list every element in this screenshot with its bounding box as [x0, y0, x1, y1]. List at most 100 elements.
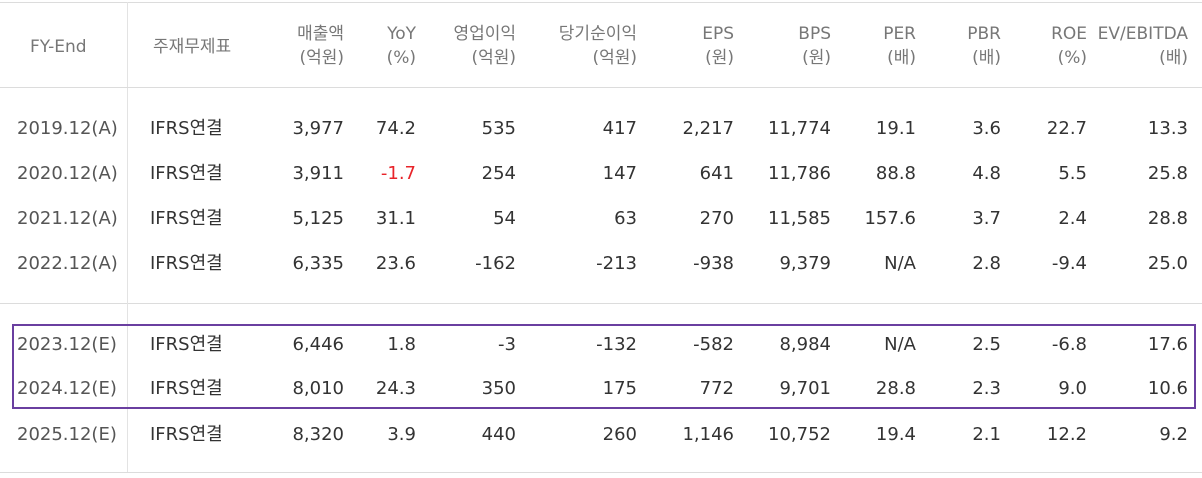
table-bottom-border	[0, 472, 1202, 473]
cell-eps: 772	[699, 378, 734, 399]
cell-revenue: 3,911	[292, 163, 344, 184]
cell-main-statement: IFRS연결	[150, 163, 223, 184]
cell-roe: 12.2	[1046, 424, 1087, 445]
cell-yoy: 23.6	[375, 253, 416, 274]
cell-net-income: -132	[596, 334, 637, 355]
cell-per: N/A	[884, 334, 916, 355]
header-operating-income: 영업이익 (억원)	[453, 22, 516, 70]
header-unit: (억원)	[471, 48, 516, 68]
header-unit: (원)	[802, 48, 831, 68]
cell-bps: 8,984	[779, 334, 831, 355]
cell-operating-income: 350	[481, 378, 516, 399]
cell-revenue: 6,335	[292, 253, 344, 274]
cell-roe: -9.4	[1051, 253, 1087, 274]
cell-pbr: 4.8	[972, 163, 1001, 184]
cell-bps: 10,752	[768, 424, 831, 445]
header-net-income: 당기순이익 (억원)	[559, 22, 637, 70]
header-label: BPS	[798, 24, 831, 44]
header-unit: (억원)	[299, 48, 344, 68]
header-revenue: 매출액 (억원)	[297, 22, 344, 70]
cell-operating-income: 54	[493, 208, 516, 229]
cell-yoy: 1.8	[387, 334, 416, 355]
cell-net-income: 63	[614, 208, 637, 229]
cell-revenue: 3,977	[292, 118, 344, 139]
cell-pbr: 3.7	[972, 208, 1001, 229]
cell-pbr: 2.1	[972, 424, 1001, 445]
header-label: EPS	[702, 24, 734, 44]
cell-net-income: 147	[602, 163, 637, 184]
table-top-border	[0, 2, 1202, 3]
header-label: FY-End	[30, 37, 87, 57]
header-unit: (%)	[1057, 48, 1087, 68]
cell-fy-end: 2022.12(A)	[17, 253, 118, 274]
header-label: YoY	[387, 24, 416, 44]
cell-bps: 11,585	[768, 208, 831, 229]
cell-roe: -6.8	[1051, 334, 1087, 355]
cell-fy-end: 2020.12(A)	[17, 163, 118, 184]
header-label: 주재무제표	[153, 37, 232, 57]
cell-per: N/A	[884, 253, 916, 274]
cell-pbr: 2.8	[972, 253, 1001, 274]
header-unit: (배)	[1159, 48, 1188, 68]
cell-yoy: 24.3	[375, 378, 416, 399]
cell-per: 19.1	[875, 118, 916, 139]
cell-revenue: 8,010	[292, 378, 344, 399]
cell-operating-income: 535	[481, 118, 516, 139]
cell-bps: 9,379	[779, 253, 831, 274]
cell-net-income: 417	[602, 118, 637, 139]
cell-main-statement: IFRS연결	[150, 208, 223, 229]
cell-pbr: 3.6	[972, 118, 1001, 139]
cell-eps: 270	[699, 208, 734, 229]
cell-roe: 2.4	[1058, 208, 1087, 229]
cell-ev-ebitda: 13.3	[1147, 118, 1188, 139]
header-label: EV/EBITDA	[1097, 24, 1188, 44]
cell-fy-end: 2024.12(E)	[17, 378, 117, 399]
cell-ev-ebitda: 17.6	[1147, 334, 1188, 355]
cell-eps: 641	[699, 163, 734, 184]
header-label: PBR	[967, 24, 1001, 44]
cell-main-statement: IFRS연결	[150, 118, 223, 139]
cell-revenue: 6,446	[292, 334, 344, 355]
cell-eps: -582	[693, 334, 734, 355]
header-bottom-border	[0, 87, 1202, 88]
cell-revenue: 8,320	[292, 424, 344, 445]
cell-yoy: 31.1	[375, 208, 416, 229]
header-ev-ebitda: EV/EBITDA (배)	[1098, 22, 1188, 70]
cell-ev-ebitda: 28.8	[1147, 208, 1188, 229]
cell-eps: 1,146	[682, 424, 734, 445]
cell-eps: 2,217	[682, 118, 734, 139]
cell-per: 157.6	[864, 208, 916, 229]
section-divider	[0, 303, 1202, 304]
cell-per: 19.4	[875, 424, 916, 445]
cell-operating-income: 440	[481, 424, 516, 445]
cell-pbr: 2.5	[972, 334, 1001, 355]
cell-net-income: -213	[596, 253, 637, 274]
cell-ev-ebitda: 9.2	[1159, 424, 1188, 445]
header-roe: ROE (%)	[1051, 22, 1087, 70]
cell-operating-income: 254	[481, 163, 516, 184]
cell-yoy: -1.7	[380, 163, 416, 184]
cell-per: 88.8	[875, 163, 916, 184]
header-unit: (억원)	[592, 48, 637, 68]
header-label: ROE	[1051, 24, 1087, 44]
cell-main-statement: IFRS연결	[150, 334, 223, 355]
cell-fy-end: 2021.12(A)	[17, 208, 118, 229]
header-per: PER (배)	[883, 22, 916, 70]
header-unit: (원)	[705, 48, 734, 68]
cell-main-statement: IFRS연결	[150, 378, 223, 399]
column-divider	[127, 88, 128, 472]
header-unit: (%)	[386, 48, 416, 68]
cell-ev-ebitda: 25.8	[1147, 163, 1188, 184]
header-label: 매출액	[297, 24, 344, 44]
cell-fy-end: 2019.12(A)	[17, 118, 118, 139]
column-divider	[127, 2, 128, 87]
header-label: PER	[883, 24, 916, 44]
header-main-statement: 주재무제표	[153, 35, 231, 59]
cell-yoy: 3.9	[387, 424, 416, 445]
cell-roe: 9.0	[1058, 378, 1087, 399]
header-label: 당기순이익	[558, 24, 637, 44]
cell-eps: -938	[693, 253, 734, 274]
cell-net-income: 175	[602, 378, 637, 399]
header-unit: (배)	[972, 48, 1001, 68]
